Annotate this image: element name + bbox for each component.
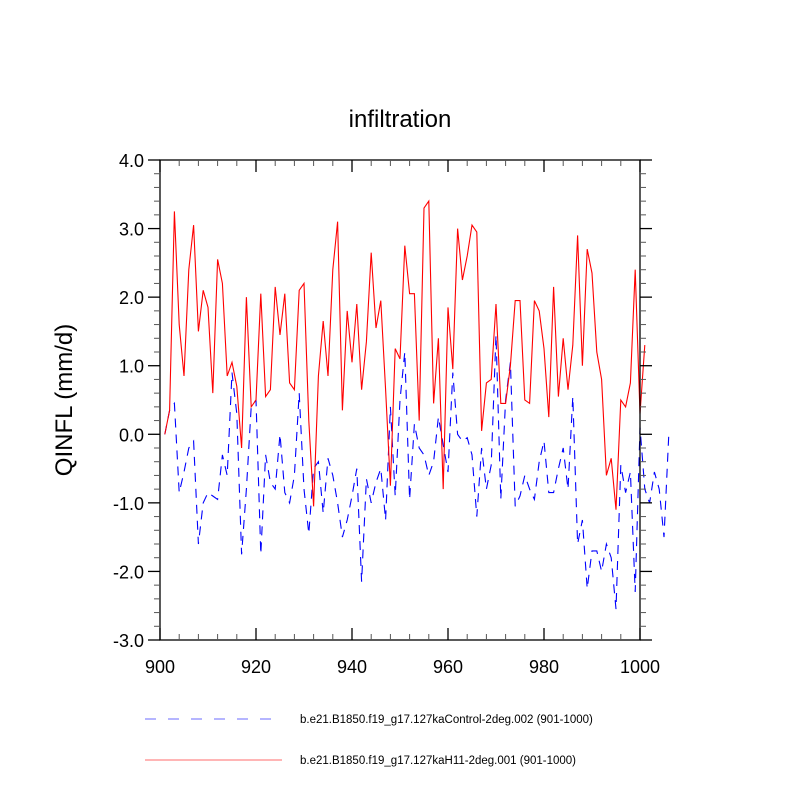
x-tick-label: 1000 bbox=[620, 657, 660, 677]
plot-frame bbox=[159, 159, 641, 641]
y-tick-label: -2.0 bbox=[113, 562, 144, 582]
x-tick-label: 960 bbox=[433, 657, 463, 677]
y-tick-label: 4.0 bbox=[119, 151, 144, 171]
y-tick-label: -3.0 bbox=[113, 631, 144, 651]
legend-label-control: b.e21.B1850.f19_g17.127kaControl-2deg.00… bbox=[300, 714, 593, 726]
y-tick-label: -1.0 bbox=[113, 494, 144, 514]
y-tick-label: 3.0 bbox=[119, 220, 144, 240]
legend-label-h11: b.e21.B1850.f19_g17.127kaH11-2deg.001 (9… bbox=[300, 755, 576, 767]
y-tick-label: 1.0 bbox=[119, 357, 144, 377]
x-tick-label: 940 bbox=[337, 657, 367, 677]
chart-title: infiltration bbox=[349, 106, 452, 133]
series-line-control bbox=[164, 334, 670, 610]
y-axis-label: QINFL (mm/d) bbox=[51, 324, 78, 476]
axis-ticks bbox=[148, 159, 652, 641]
x-tick-label: 980 bbox=[529, 657, 559, 677]
plot-lines bbox=[164, 199, 670, 610]
x-tick-label: 920 bbox=[241, 657, 271, 677]
legend: b.e21.B1850.f19_g17.127kaControl-2deg.00… bbox=[145, 714, 593, 767]
y-tick-label: 0.0 bbox=[119, 425, 144, 445]
series-line-h11 bbox=[164, 199, 646, 510]
x-tick-label: 900 bbox=[145, 657, 175, 677]
y-tick-label: 2.0 bbox=[119, 288, 144, 308]
axis-tick-labels: 900 920 940 960 980 1000 -3.0 -2.0 -1.0 0.0 1.0 2.0… bbox=[113, 151, 660, 677]
